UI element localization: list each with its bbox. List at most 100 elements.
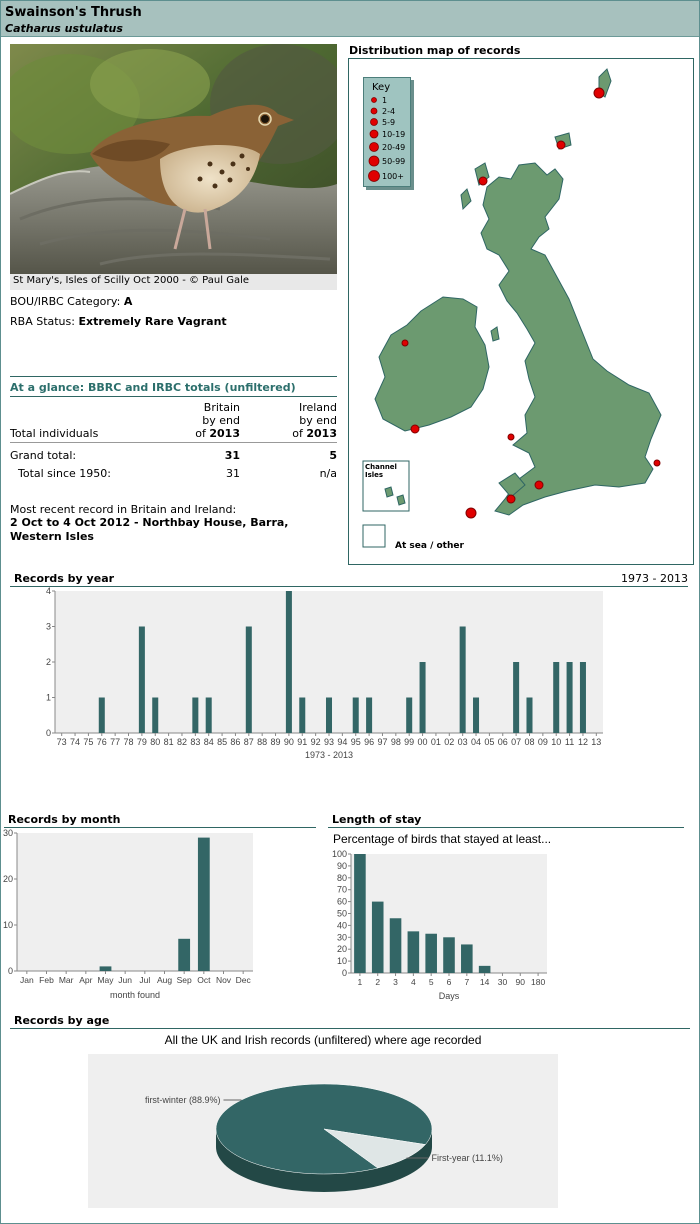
category-value: A [123,295,133,308]
y-tick-label: 10 [337,956,347,966]
x-tick-label: 90 [516,977,526,987]
britain-head-2: by end [202,414,240,427]
x-tick-label: 96 [364,737,374,747]
age-chart: first-winter (88.9%) First-year (11.1%) [88,1054,558,1208]
x-tick-label: 82 [177,737,187,747]
y-tick-label: 20 [337,944,347,954]
ireland-year: 2013 [306,427,337,440]
y-tick-label: 30 [337,932,347,942]
ireland-head-1: Ireland [298,401,337,414]
x-tick-label: 84 [204,737,214,747]
bar [299,697,306,733]
x-tick-label: Jan [20,975,34,985]
bar [197,837,210,971]
distribution-map: Key 1 2-4 5-9 10-19 20-49 50-99 100+ Cha… [348,58,694,565]
x-tick-label: Aug [157,975,172,985]
x-tick-label: 76 [97,737,107,747]
x-tick-label: 30 [498,977,508,987]
key-labels: 1 2-4 5-9 10-19 20-49 50-99 100+ [382,95,405,182]
bar [366,697,373,733]
x-tick-label: 92 [311,737,321,747]
x-tick-label: 98 [391,737,401,747]
y-tick-label: 100 [332,849,347,859]
ireland-header: Ireland by end of 2013 [280,401,337,440]
channel-isles-label: Channel Isles [365,463,397,479]
pie-slice [323,1128,426,1169]
species-latin-name: Catharus ustulatus [5,22,123,35]
category-row: BOU/IRBC Category: A [10,295,132,308]
bar [352,697,359,733]
stay-chart-title: Length of stay [332,813,422,826]
recent-label: Most recent record in Britain and Irelan… [10,503,237,516]
y-tick-label: 0 [8,966,13,976]
y-tick-label: 0 [342,968,347,978]
bar [407,931,420,973]
britain-head-of: of [195,427,206,440]
key-item: 5-9 [382,118,396,127]
age-chart-rule [10,1028,690,1029]
x-tick-label: 6 [447,977,452,987]
ireland-head-of: of [292,427,303,440]
key-item: 2-4 [382,107,396,116]
x-tick-label: 7 [464,977,469,987]
x-tick-label: 78 [124,737,134,747]
britain-head-1: Britain [203,401,240,414]
x-tick-label: Jun [118,975,132,985]
x-tick-label: 180 [531,977,545,987]
species-header: Swainson's Thrush Catharus ustulatus [1,1,699,37]
y-tick-label: 70 [337,885,347,895]
x-tick-label: 12 [578,737,588,747]
bar [425,933,437,973]
x-tick-label: Sep [177,975,192,985]
year-chart-rule [10,586,688,587]
y-tick-label: 50 [337,909,347,919]
bar [285,591,292,733]
rba-label: RBA Status: [10,315,75,328]
y-tick-label: 40 [337,920,347,930]
x-tick-label: 90 [284,737,294,747]
map-key: Key 1 2-4 5-9 10-19 20-49 50-99 100+ [363,77,411,187]
x-tick-label: Oct [197,975,211,985]
age-chart-subtitle: All the UK and Irish records (unfiltered… [164,1033,482,1047]
bar [478,965,491,973]
x-tick-label: 86 [230,737,240,747]
photo-caption: St Mary's, Isles of Scilly Oct 2000 - © … [10,274,337,290]
category-label: BOU/IRBC Category: [10,295,121,308]
x-tick-label: 95 [351,737,361,747]
x-tick-label: Apr [79,975,92,985]
month-chart-title: Records by month [8,813,121,826]
x-tick-label: 4 [411,977,416,987]
y-tick-label: 10 [3,920,13,930]
x-tick-label: 81 [164,737,174,747]
y-tick-label: 4 [46,586,51,596]
x-tick-label: May [97,975,114,985]
x-tick-label: 97 [377,737,387,747]
x-tick-label: 07 [511,737,521,747]
britain-head-3: of 2013 [190,427,240,440]
stay-chart-subtitle: Percentage of birds that stayed at least… [333,832,552,846]
x-tick-label: 93 [324,737,334,747]
x-tick-label: 91 [297,737,307,747]
key-title: Key [372,82,391,93]
x-tick-label: Jul [139,975,150,985]
x-axis-title: month found [110,990,160,1000]
species-common-name: Swainson's Thrush [5,5,142,20]
x-tick-label: 3 [393,977,398,987]
plot-area [17,833,253,971]
y-tick-label: 60 [337,897,347,907]
ireland-head-3: of 2013 [280,427,337,440]
x-tick-label: 88 [257,737,267,747]
x-tick-label: 08 [524,737,534,747]
recent-value[interactable]: 2 Oct to 4 Oct 2012 - Northbay House, Ba… [10,516,289,543]
rba-row: RBA Status: Extremely Rare Vagrant [10,315,227,328]
x-tick-label: 85 [217,737,227,747]
bar [138,626,145,733]
bar [419,662,426,733]
x-tick-label: 14 [480,977,490,987]
since-1950-britain: 31 [226,467,240,480]
stay-chart-rule [328,827,684,828]
x-tick-label: 77 [110,737,120,747]
x-tick-label: 74 [70,737,80,747]
key-item: 100+ [382,172,404,181]
